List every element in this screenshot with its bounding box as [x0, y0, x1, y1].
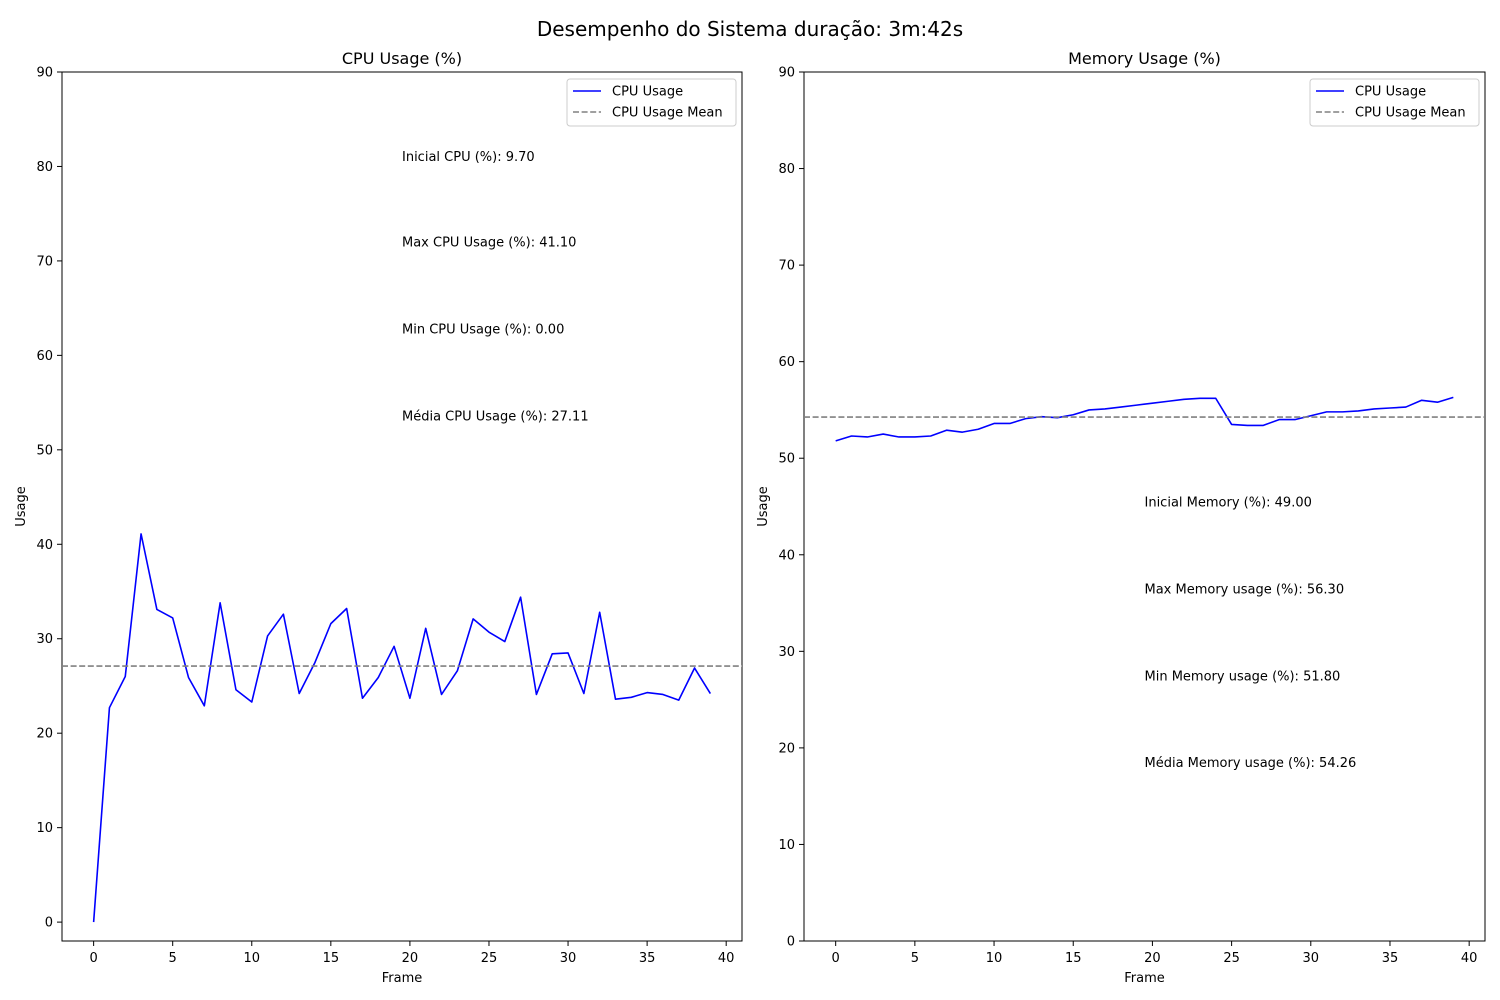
cpu-x-tick-label: 0: [89, 951, 97, 966]
cpu-y-tick-label: 30: [36, 632, 53, 647]
cpu-usage-chart: CPU Usage (%) 0 5 10 15 20 25 30 35 40 0 10 20 30 40 50…: [14, 49, 743, 986]
cpu-legend-label: CPU Usage Mean: [612, 106, 723, 121]
cpu-legend-label: CPU Usage: [612, 85, 683, 100]
memory-legend-label: CPU Usage: [1355, 85, 1426, 100]
cpu-y-tick-label: 60: [36, 349, 53, 364]
memory-y-tick-label: 50: [778, 452, 795, 467]
memory-x-tick-label: 25: [1223, 951, 1240, 966]
cpu-y-tick-label: 90: [36, 66, 53, 81]
cpu-y-tick-label: 10: [36, 821, 53, 836]
memory-x-tick-label: 0: [832, 951, 840, 966]
memory-chart-title: Memory Usage (%): [1068, 49, 1221, 68]
memory-usage-line: [835, 396, 1454, 442]
cpu-axes-frame: [61, 71, 743, 942]
cpu-x-tick-label: 20: [402, 951, 419, 966]
cpu-x-tick-label: 15: [323, 951, 340, 966]
memory-axes-frame: [803, 71, 1486, 942]
memory-x-tick-label: 5: [911, 951, 919, 966]
cpu-legend: CPU Usage CPU Usage Mean: [566, 78, 737, 127]
cpu-y-tick-label: 20: [36, 727, 53, 742]
cpu-x-tick-label: 5: [169, 951, 177, 966]
memory-x-tick-label: 40: [1461, 951, 1478, 966]
memory-y-tick-label: 30: [778, 645, 795, 660]
cpu-x-axis-label: Frame: [382, 971, 423, 986]
cpu-x-tick-label: 40: [718, 951, 735, 966]
memory-y-tick-label: 20: [778, 741, 795, 756]
cpu-y-tick-label: 0: [45, 916, 53, 931]
memory-stat-annotation: Min Memory usage (%): 51.80: [1145, 669, 1341, 684]
memory-x-tick-label: 35: [1382, 951, 1399, 966]
memory-stat-annotation: Inicial Memory (%): 49.00: [1145, 496, 1312, 511]
memory-x-tick-label: 30: [1303, 951, 1320, 966]
memory-stat-annotation: Max Memory usage (%): 56.30: [1145, 582, 1345, 597]
memory-legend: CPU Usage CPU Usage Mean: [1309, 78, 1480, 127]
memory-usage-chart: Memory Usage (%) 0 5 10 15 20 25 30 35 40 0 10 20 30 4…: [756, 49, 1486, 986]
memory-x-tick-label: 10: [986, 951, 1003, 966]
memory-x-tick-label: 20: [1144, 951, 1161, 966]
cpu-chart-title: CPU Usage (%): [342, 49, 462, 68]
memory-x-tick-label: 15: [1065, 951, 1082, 966]
cpu-legend-box: [566, 78, 737, 127]
memory-y-axis-label: Usage: [756, 486, 771, 527]
cpu-x-tick-label: 35: [639, 951, 656, 966]
cpu-y-tick-label: 70: [36, 254, 53, 269]
cpu-stat-annotation: Max CPU Usage (%): 41.10: [402, 236, 576, 251]
memory-y-tick-label: 0: [787, 935, 795, 950]
memory-x-axis-label: Frame: [1124, 971, 1165, 986]
memory-y-tick-label: 70: [778, 259, 795, 274]
cpu-y-tick-label: 50: [36, 443, 53, 458]
cpu-stat-annotation: Inicial CPU (%): 9.70: [402, 150, 535, 165]
memory-y-tick-label: 80: [778, 162, 795, 177]
memory-y-tick-label: 40: [778, 548, 795, 563]
cpu-y-axis-label: Usage: [14, 486, 29, 527]
memory-y-tick-label: 90: [778, 66, 795, 81]
memory-y-tick-label: 10: [778, 838, 795, 853]
cpu-stat-annotation: Média CPU Usage (%): 27.11: [402, 410, 589, 425]
cpu-stat-annotation: Min CPU Usage (%): 0.00: [402, 323, 564, 338]
cpu-x-tick-label: 10: [243, 951, 260, 966]
memory-y-tick-label: 60: [778, 355, 795, 370]
figure-suptitle: Desempenho do Sistema duração: 3m:42s: [537, 17, 963, 41]
memory-legend-label: CPU Usage Mean: [1355, 106, 1466, 121]
cpu-y-tick-label: 40: [36, 538, 53, 553]
cpu-usage-line: [92, 533, 712, 923]
cpu-x-tick-label: 25: [481, 951, 498, 966]
memory-stat-annotation: Média Memory usage (%): 54.26: [1145, 756, 1357, 771]
memory-legend-box: [1309, 78, 1480, 127]
cpu-y-tick-label: 80: [36, 160, 53, 175]
cpu-x-tick-label: 30: [560, 951, 577, 966]
